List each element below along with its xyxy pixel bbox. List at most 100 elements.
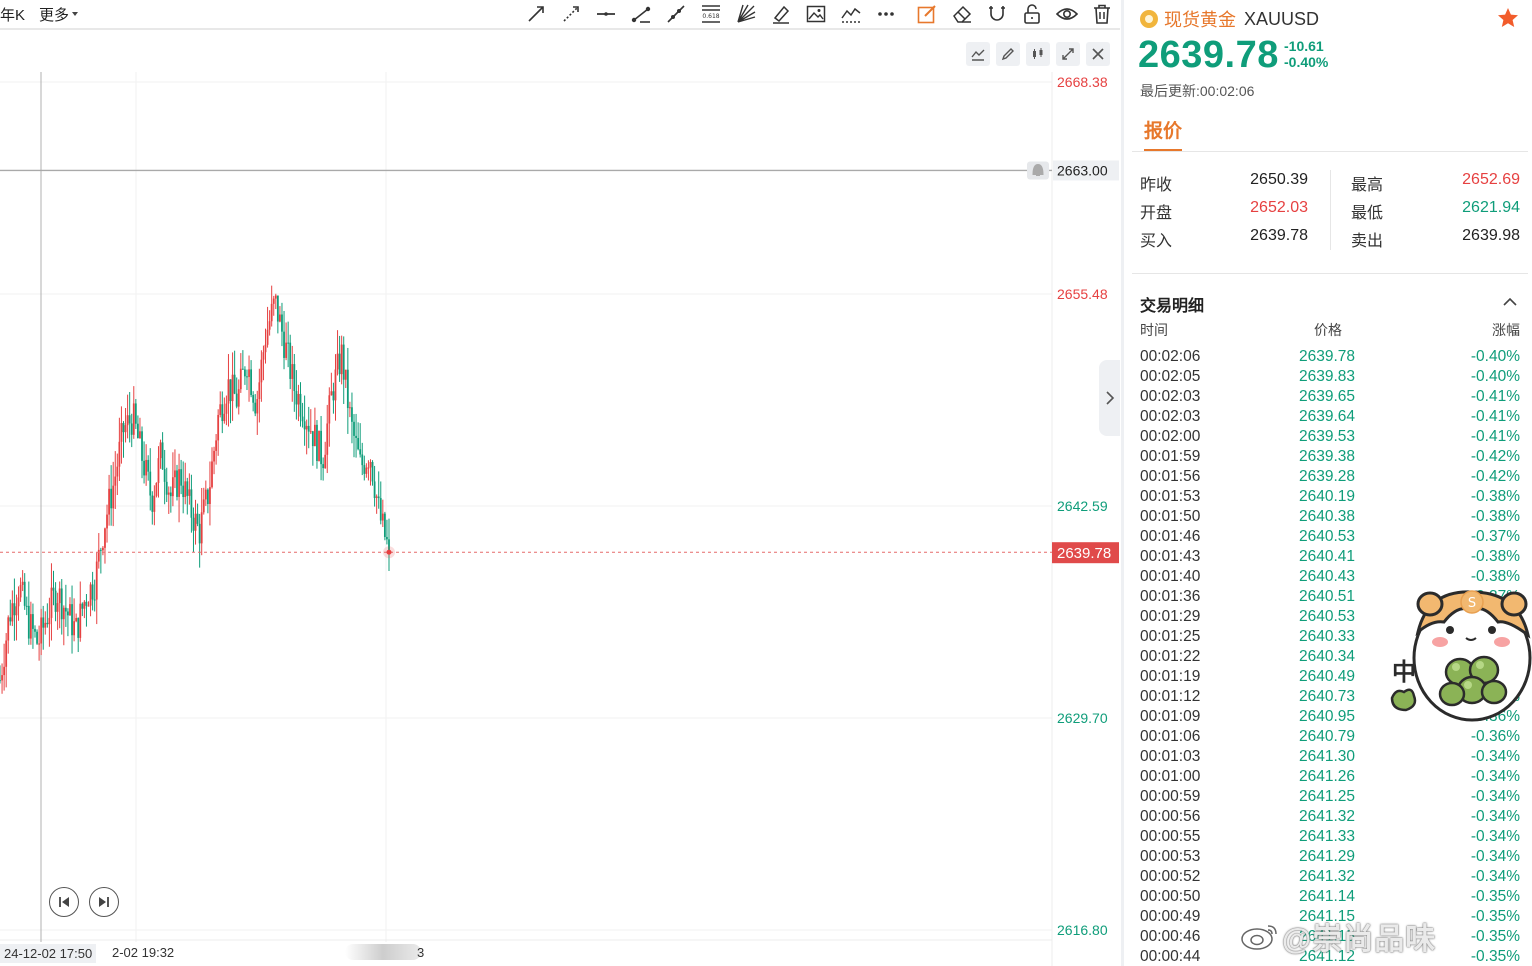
- trade-row: 00:01:56 2639.28 -0.42%: [1140, 467, 1520, 487]
- candle-body: [32, 614, 34, 629]
- trade-change: -0.35%: [1470, 888, 1520, 905]
- more-periods-dropdown[interactable]: 更多: [39, 4, 79, 25]
- candle-body: [163, 469, 166, 482]
- close-chart-button[interactable]: [1086, 42, 1110, 66]
- trade-row: 00:01:03 2641.30 -0.34%: [1140, 747, 1520, 767]
- candle-body: [353, 421, 355, 436]
- trade-price: 2639.38: [1299, 448, 1356, 465]
- candle-body: [192, 517, 195, 531]
- alert-price-label: 2663.00: [1057, 162, 1108, 178]
- candle-body: [194, 513, 197, 531]
- candle-body: [307, 425, 310, 432]
- trade-price: 2639.83: [1299, 368, 1356, 385]
- indicator-toggle-button[interactable]: [966, 42, 990, 66]
- trade-time: 00:01:12: [1140, 688, 1201, 705]
- trade-price: 2641.33: [1299, 828, 1356, 845]
- candle-body: [285, 342, 287, 358]
- header-price: 价格: [1314, 322, 1342, 338]
- trade-price: 2641.12: [1299, 948, 1356, 965]
- candle-body: [233, 374, 236, 394]
- candlestick-chart[interactable]: 2668.38 2655.48 2642.59 2629.70 2616.80 2663.…: [0, 32, 1120, 966]
- eraser-button[interactable]: [948, 0, 975, 28]
- candle-body: [235, 393, 238, 407]
- candle-body: [326, 423, 329, 455]
- candle-body: [87, 605, 90, 607]
- trade-time: 00:02:03: [1140, 408, 1201, 425]
- candle-body: [178, 469, 180, 497]
- quote-label: 最高: [1351, 177, 1384, 194]
- symbol-name: 现货黄金: [1164, 10, 1236, 30]
- candle-body: [211, 461, 213, 488]
- brush-tool[interactable]: [767, 0, 794, 28]
- candle-body: [102, 547, 104, 551]
- fan-tool[interactable]: [732, 0, 759, 28]
- chevron-up-icon[interactable]: [1502, 294, 1518, 310]
- candle-body: [104, 528, 106, 548]
- trade-row: 00:01:59 2639.38 -0.42%: [1140, 447, 1520, 467]
- candle-body: [176, 470, 178, 497]
- trade-change: -0.34%: [1470, 808, 1520, 825]
- ray-icon: [562, 6, 579, 22]
- weibo-logo-icon: [1241, 925, 1277, 950]
- current-price-label: 2639.78: [1057, 545, 1111, 562]
- price-chart[interactable]: 2668.38 2655.48 2642.59 2629.70 2616.80 2663.…: [0, 32, 1120, 966]
- weibo-watermark: @崇尚品味: [1240, 914, 1436, 958]
- fib-retracement-tool[interactable]: 0.618: [697, 0, 724, 28]
- trade-time: 00:00:56: [1140, 808, 1201, 825]
- fullscreen-button[interactable]: [1056, 42, 1080, 66]
- candle-body: [223, 413, 226, 422]
- trade-change: -0.35%: [1470, 908, 1520, 925]
- trade-time: 00:01:19: [1140, 668, 1201, 685]
- period-year-button[interactable]: 年K: [0, 6, 26, 24]
- quote-value: 2652.03: [1250, 199, 1308, 216]
- favorite-star-icon[interactable]: [1496, 6, 1520, 30]
- candle-body: [314, 424, 316, 447]
- trade-price: 2640.33: [1299, 628, 1356, 645]
- draw-toggle-button[interactable]: [996, 42, 1020, 66]
- sticker-text: 中: [1392, 658, 1416, 686]
- candle-body: [241, 368, 244, 370]
- candle-body: [256, 399, 259, 414]
- image-tool[interactable]: [802, 0, 829, 28]
- pattern-tool[interactable]: [837, 0, 864, 28]
- ray-tool[interactable]: [557, 0, 584, 28]
- candle-body: [318, 430, 320, 461]
- candle-style-button[interactable]: [1026, 42, 1050, 66]
- tab-quote[interactable]: 报价: [1144, 116, 1183, 152]
- candle-body: [25, 605, 28, 607]
- scroll-to-end-button[interactable]: [89, 887, 119, 917]
- extended-line-tool[interactable]: [662, 0, 689, 28]
- candle-body: [258, 382, 261, 400]
- trade-change: -0.38%: [1470, 488, 1520, 505]
- scroll-to-start-button[interactable]: [49, 887, 79, 917]
- candle-body: [11, 603, 14, 622]
- trade-row: 00:00:52 2641.32 -0.34%: [1140, 867, 1520, 887]
- delete-drawings-button[interactable]: [1088, 0, 1115, 28]
- segment-tool[interactable]: [627, 0, 654, 28]
- more-tools-button[interactable]: [872, 0, 899, 28]
- line-chart-icon: [971, 49, 985, 61]
- side-panel-toggle[interactable]: [1099, 360, 1120, 436]
- magnet-button[interactable]: [983, 0, 1010, 28]
- edit-mode-button[interactable]: [913, 0, 940, 28]
- candle-body: [297, 393, 300, 405]
- candle-body: [71, 604, 73, 636]
- current-price-dot: [386, 549, 392, 555]
- candle-body: [136, 423, 139, 439]
- candle-body: [355, 435, 357, 438]
- candle-body: [118, 441, 121, 467]
- visibility-button[interactable]: [1053, 0, 1080, 28]
- trade-change: -0.34%: [1470, 848, 1520, 865]
- lock-button[interactable]: [1018, 0, 1045, 28]
- trend-line-tool[interactable]: [522, 0, 549, 28]
- trade-row: 00:01:46 2640.53 -0.37%: [1140, 527, 1520, 547]
- candle-body: [54, 590, 57, 612]
- horizontal-line-tool[interactable]: [592, 0, 619, 28]
- trade-price: 2640.41: [1299, 548, 1356, 565]
- trade-row: 00:02:03 2639.64 -0.41%: [1140, 407, 1520, 427]
- candle-body: [351, 407, 353, 422]
- bell-icon: [1032, 163, 1044, 176]
- candle-body: [15, 606, 18, 616]
- quote-value: 2639.98: [1462, 227, 1520, 244]
- candle-body: [36, 631, 38, 644]
